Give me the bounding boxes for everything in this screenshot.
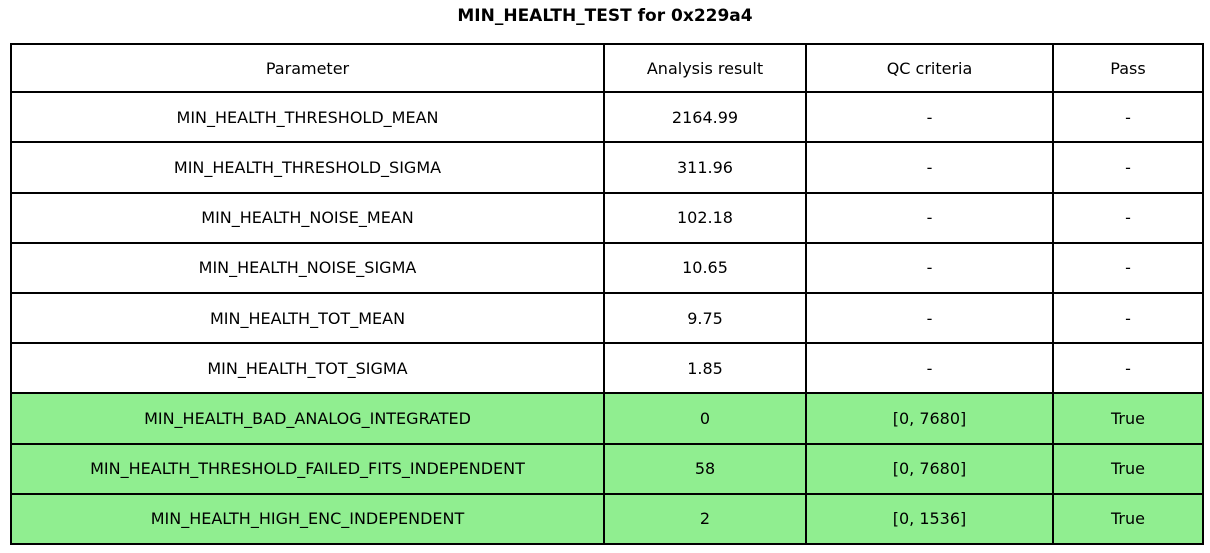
column-header-pass: Pass: [1052, 42, 1204, 94]
qc-cell: [0, 7680]: [805, 392, 1054, 445]
qc-results-table: Parameter Analysis result QC criteria Pa…: [10, 42, 1204, 546]
qc-cell: -: [805, 91, 1054, 144]
param-cell: MIN_HEALTH_NOISE_MEAN: [10, 191, 605, 244]
column-header-parameter: Parameter: [10, 42, 605, 94]
qc-cell: -: [805, 141, 1054, 194]
column-header-qc-criteria: QC criteria: [805, 42, 1054, 94]
result-cell: 58: [603, 442, 807, 495]
column-header-analysis-result: Analysis result: [603, 42, 807, 94]
pass-cell: True: [1052, 392, 1204, 445]
table-row-passed: MIN_HEALTH_HIGH_ENC_INDEPENDENT 2 [0, 15…: [10, 492, 1204, 546]
pass-cell: -: [1052, 241, 1204, 294]
table-row: MIN_HEALTH_NOISE_MEAN 102.18 - -: [10, 191, 1204, 244]
table-row: MIN_HEALTH_THRESHOLD_MEAN 2164.99 - -: [10, 91, 1204, 144]
result-cell: 9.75: [603, 291, 807, 345]
result-cell: 311.96: [603, 141, 807, 194]
qc-cell: -: [805, 291, 1054, 345]
pass-cell: -: [1052, 191, 1204, 244]
pass-cell: -: [1052, 342, 1204, 395]
table-row: MIN_HEALTH_TOT_MEAN 9.75 - -: [10, 291, 1204, 345]
pass-cell: -: [1052, 91, 1204, 144]
pass-cell: -: [1052, 291, 1204, 345]
param-cell: MIN_HEALTH_TOT_SIGMA: [10, 342, 605, 395]
qc-cell: [0, 1536]: [805, 492, 1054, 546]
param-cell: MIN_HEALTH_TOT_MEAN: [10, 291, 605, 345]
table-row-passed: MIN_HEALTH_BAD_ANALOG_INTEGRATED 0 [0, 7…: [10, 392, 1204, 445]
qc-cell: -: [805, 241, 1054, 294]
qc-cell: -: [805, 342, 1054, 395]
table-header-row: Parameter Analysis result QC criteria Pa…: [10, 42, 1204, 94]
pass-cell: True: [1052, 492, 1204, 546]
result-cell: 10.65: [603, 241, 807, 294]
pass-cell: -: [1052, 141, 1204, 194]
param-cell: MIN_HEALTH_HIGH_ENC_INDEPENDENT: [10, 492, 605, 546]
param-cell: MIN_HEALTH_NOISE_SIGMA: [10, 241, 605, 294]
result-cell: 102.18: [603, 191, 807, 244]
result-cell: 0: [603, 392, 807, 445]
pass-cell: True: [1052, 442, 1204, 495]
param-cell: MIN_HEALTH_THRESHOLD_SIGMA: [10, 141, 605, 194]
result-cell: 1.85: [603, 342, 807, 395]
result-cell: 2164.99: [603, 91, 807, 144]
result-cell: 2: [603, 492, 807, 546]
table-row: MIN_HEALTH_THRESHOLD_SIGMA 311.96 - -: [10, 141, 1204, 194]
table-row: MIN_HEALTH_TOT_SIGMA 1.85 - -: [10, 342, 1204, 395]
param-cell: MIN_HEALTH_BAD_ANALOG_INTEGRATED: [10, 392, 605, 445]
table-row-passed: MIN_HEALTH_THRESHOLD_FAILED_FITS_INDEPEN…: [10, 442, 1204, 495]
qc-cell: [0, 7680]: [805, 442, 1054, 495]
qc-cell: -: [805, 191, 1054, 244]
table-row: MIN_HEALTH_NOISE_SIGMA 10.65 - -: [10, 241, 1204, 294]
page-title: MIN_HEALTH_TEST for 0x229a4: [457, 6, 753, 26]
param-cell: MIN_HEALTH_THRESHOLD_MEAN: [10, 91, 605, 144]
param-cell: MIN_HEALTH_THRESHOLD_FAILED_FITS_INDEPEN…: [10, 442, 605, 495]
